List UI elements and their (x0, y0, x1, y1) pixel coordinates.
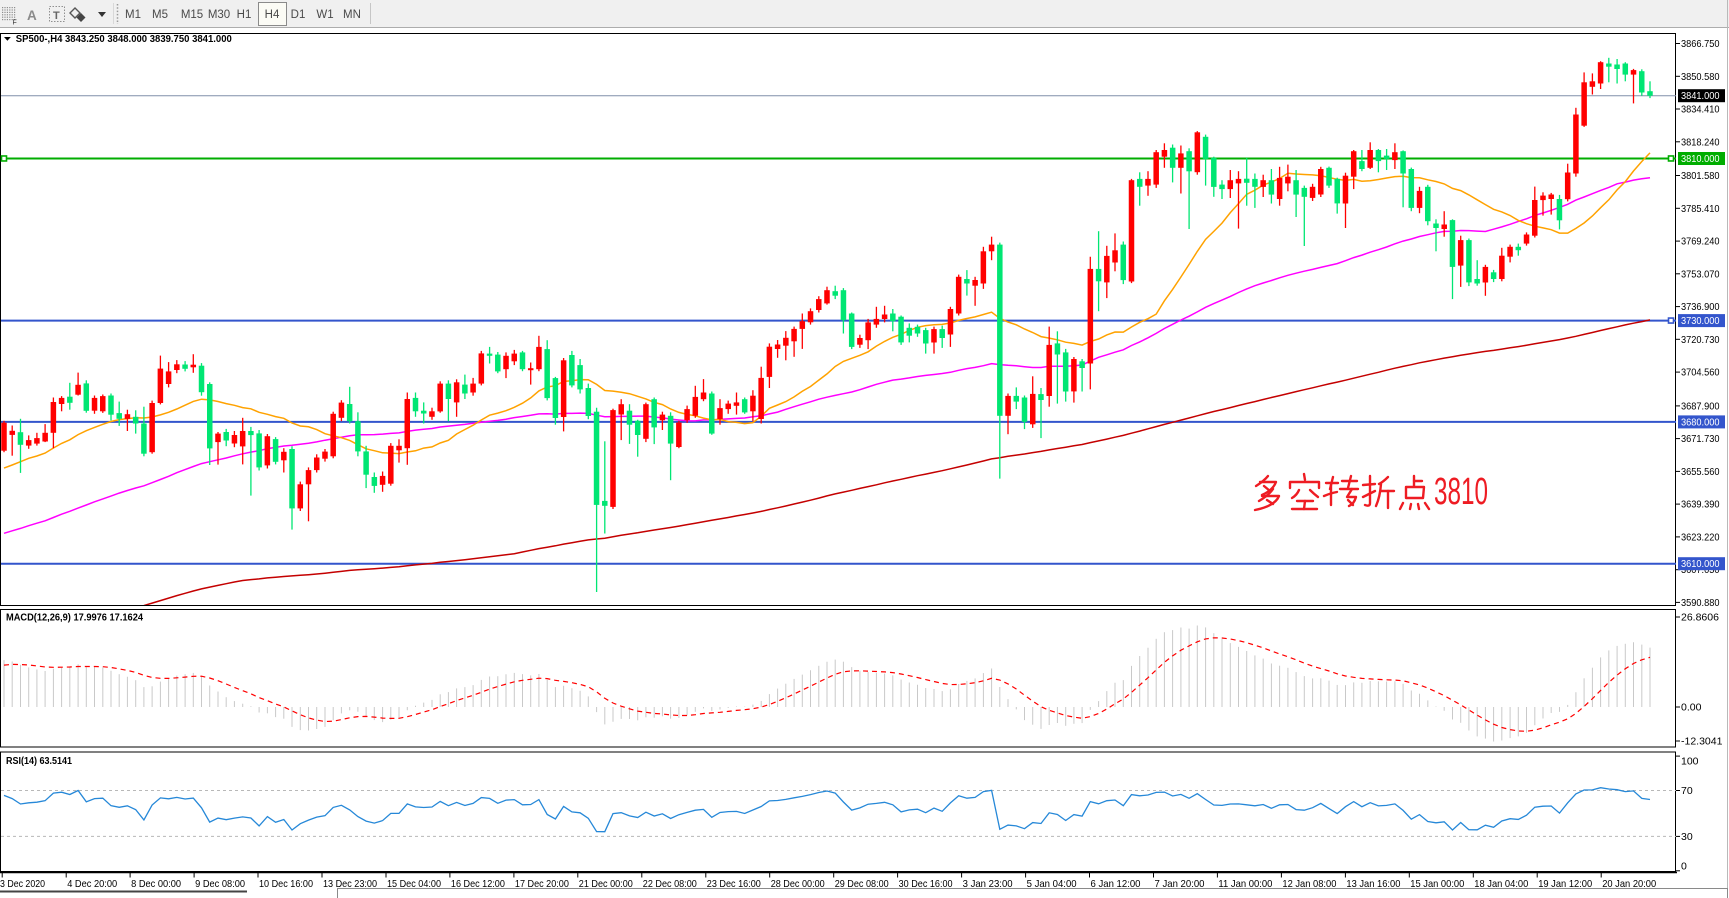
svg-text:3655.560: 3655.560 (1681, 466, 1720, 478)
svg-text:3810: 3810 (1434, 471, 1488, 513)
svg-text:9 Dec 08:00: 9 Dec 08:00 (195, 878, 245, 890)
svg-text:3704.560: 3704.560 (1681, 367, 1720, 379)
svg-text:MN: MN (343, 9, 361, 21)
svg-text:100: 100 (1681, 755, 1699, 767)
svg-text:19 Jan 12:00: 19 Jan 12:00 (1538, 878, 1592, 890)
svg-text:3730.000: 3730.000 (1681, 315, 1720, 327)
svg-text:MACD(12,26,9) 17.9976 17.1624: MACD(12,26,9) 17.9976 17.1624 (6, 612, 143, 624)
svg-text:20 Jan 20:00: 20 Jan 20:00 (1602, 878, 1656, 890)
svg-text:3818.240: 3818.240 (1681, 136, 1720, 148)
svg-text:3785.410: 3785.410 (1681, 203, 1720, 215)
svg-text:3671.730: 3671.730 (1681, 433, 1720, 445)
svg-text:7 Jan 20:00: 7 Jan 20:00 (1155, 878, 1205, 890)
svg-text:M5: M5 (152, 9, 168, 21)
svg-text:30 Dec 16:00: 30 Dec 16:00 (899, 878, 953, 890)
svg-text:12 Jan 08:00: 12 Jan 08:00 (1282, 878, 1336, 890)
svg-text:3753.070: 3753.070 (1681, 268, 1720, 280)
svg-text:3834.410: 3834.410 (1681, 104, 1720, 116)
svg-text:M30: M30 (208, 9, 230, 21)
svg-text:H4: H4 (265, 9, 280, 21)
svg-text:26.8606: 26.8606 (1681, 612, 1719, 624)
svg-text:30: 30 (1681, 831, 1693, 843)
svg-text:D1: D1 (291, 9, 306, 21)
svg-text:5 Jan 04:00: 5 Jan 04:00 (1027, 878, 1077, 890)
svg-text:28 Dec 00:00: 28 Dec 00:00 (771, 878, 825, 890)
svg-text:8 Dec 00:00: 8 Dec 00:00 (131, 878, 181, 890)
svg-text:15 Dec 04:00: 15 Dec 04:00 (387, 878, 441, 890)
svg-text:3 Dec 2020: 3 Dec 2020 (0, 878, 45, 890)
svg-text:W1: W1 (316, 9, 333, 21)
svg-text:23 Dec 16:00: 23 Dec 16:00 (707, 878, 761, 890)
svg-text:13 Dec 23:00: 13 Dec 23:00 (323, 878, 377, 890)
svg-text:SP500-,H4 3843.250 3848.000 3: SP500-,H4 3843.250 3848.000 3839.750 384… (16, 33, 232, 45)
svg-text:F: F (13, 20, 17, 27)
svg-text:16 Dec 12:00: 16 Dec 12:00 (451, 878, 505, 890)
svg-text:3841.000: 3841.000 (1681, 90, 1720, 102)
svg-text:3850.580: 3850.580 (1681, 71, 1720, 83)
svg-text:H1: H1 (237, 9, 252, 21)
svg-text:17 Dec 20:00: 17 Dec 20:00 (515, 878, 569, 890)
svg-text:-12.3041: -12.3041 (1681, 736, 1723, 748)
svg-text:18 Jan 04:00: 18 Jan 04:00 (1474, 878, 1528, 890)
svg-text:M1: M1 (125, 9, 141, 21)
svg-text:11 Jan 00:00: 11 Jan 00:00 (1218, 878, 1272, 890)
svg-text:21 Dec 00:00: 21 Dec 00:00 (579, 878, 633, 890)
svg-text:0: 0 (1681, 861, 1687, 873)
svg-text:0.00: 0.00 (1681, 702, 1702, 714)
svg-text:13 Jan 16:00: 13 Jan 16:00 (1346, 878, 1400, 890)
svg-text:3769.240: 3769.240 (1681, 236, 1720, 248)
svg-text:29 Dec 08:00: 29 Dec 08:00 (835, 878, 889, 890)
svg-text:70: 70 (1681, 785, 1693, 797)
svg-text:3623.220: 3623.220 (1681, 531, 1720, 543)
svg-text:15 Jan 00:00: 15 Jan 00:00 (1410, 878, 1464, 890)
svg-text:3720.730: 3720.730 (1681, 334, 1720, 346)
svg-text:3866.750: 3866.750 (1681, 38, 1720, 50)
svg-text:3736.900: 3736.900 (1681, 301, 1720, 313)
svg-text:6 Jan 12:00: 6 Jan 12:00 (1091, 878, 1141, 890)
svg-text:3680.000: 3680.000 (1681, 416, 1720, 428)
svg-text:22 Dec 08:00: 22 Dec 08:00 (643, 878, 697, 890)
svg-text:3801.580: 3801.580 (1681, 170, 1720, 182)
svg-text:3590.880: 3590.880 (1681, 597, 1720, 609)
svg-text:A: A (27, 8, 37, 23)
svg-text:M15: M15 (181, 9, 203, 21)
svg-text:3687.900: 3687.900 (1681, 400, 1720, 412)
svg-text:3810.000: 3810.000 (1681, 153, 1720, 165)
svg-text:3 Jan 23:00: 3 Jan 23:00 (963, 878, 1013, 890)
svg-text:10 Dec 16:00: 10 Dec 16:00 (259, 878, 313, 890)
svg-text:3639.390: 3639.390 (1681, 499, 1720, 511)
svg-text:3610.000: 3610.000 (1681, 558, 1720, 570)
svg-text:RSI(14) 63.5141: RSI(14) 63.5141 (6, 755, 72, 767)
svg-text:4 Dec 20:00: 4 Dec 20:00 (67, 878, 117, 890)
svg-text:T: T (53, 10, 60, 22)
